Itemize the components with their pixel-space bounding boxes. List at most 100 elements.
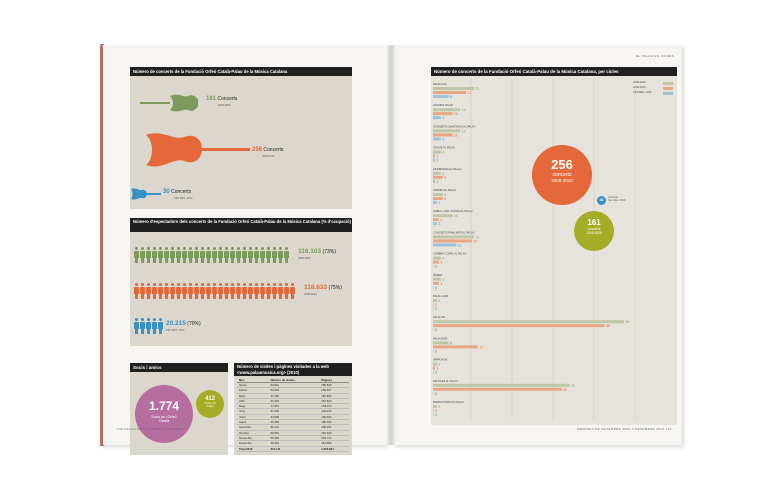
category-label: ESCOLES AL PALAU xyxy=(433,379,458,383)
bar-SET-DES. 2010 xyxy=(433,158,435,162)
table-row: Juny 37.530 133.122 xyxy=(237,408,349,415)
table-cell: Desembre xyxy=(237,440,269,447)
person-icon xyxy=(212,247,217,263)
bubble-2009-label: concerts xyxy=(552,172,572,178)
table-cell: Gener xyxy=(237,382,269,389)
bar-2008-2009 xyxy=(433,277,441,281)
bar-2009-2010 xyxy=(433,409,434,412)
bar-2008-2009 xyxy=(433,171,441,175)
person-icon xyxy=(284,247,289,263)
legend-2010: SET-DES. 2010 xyxy=(633,91,652,94)
table-cell: Maig xyxy=(237,403,269,410)
person-icon xyxy=(152,318,157,334)
table-row: Novembre 56.399 349.742 xyxy=(237,435,349,442)
bar-value-label: 4 xyxy=(442,257,444,261)
category-label: PALAU JAZZ xyxy=(433,294,449,298)
person-icon xyxy=(164,247,169,263)
table-cell: 351.583 xyxy=(319,440,349,447)
concerts-2008-period: 2008-2009 xyxy=(218,104,231,107)
category-label: PALAU 100 xyxy=(433,82,447,86)
bar-value-label: 4 xyxy=(442,116,444,120)
bar-2008-2009 xyxy=(433,256,441,260)
bar-2008-2009 xyxy=(433,129,461,133)
person-icon xyxy=(194,283,199,299)
person-icon xyxy=(158,318,163,334)
person-icon xyxy=(230,283,235,299)
category-label: PALAUKIDS xyxy=(433,336,448,340)
socis-value: 1.774 xyxy=(148,399,180,413)
spectators-panel-title: Número d'espectadors dels concerts de la… xyxy=(130,218,352,232)
bar-value-label: 66 xyxy=(563,388,567,392)
bar-SET-DES. 2010 xyxy=(433,179,435,183)
legend-2009: 2009-2010 xyxy=(633,86,646,89)
page-edge xyxy=(100,44,104,446)
bubble-2008-label: concerts xyxy=(587,227,601,231)
category-label: COBLA, COR I DANSA AL PALAU xyxy=(433,209,473,213)
bar-SET-DES. 2010 xyxy=(433,95,449,98)
bubble-2008-period: 2008-2009 xyxy=(586,231,602,235)
table-cell: Setembre xyxy=(237,424,269,431)
bar-SET-DES. 2010 xyxy=(433,391,434,395)
table-row: Gener 59.801 295.833 xyxy=(237,382,349,389)
bar-value-label: 3 xyxy=(440,261,442,265)
table-row: Febrer 52.929 259.507 xyxy=(237,387,349,394)
concerts-2009-value: 256 xyxy=(252,147,263,153)
person-icon xyxy=(230,247,235,263)
bar-value-label: 0 xyxy=(435,371,437,375)
person-icon xyxy=(164,283,169,299)
table-cell: Agost xyxy=(237,419,269,426)
bar-2009-2010 xyxy=(433,112,453,116)
table-cell: Abril xyxy=(237,398,269,405)
person-icon xyxy=(290,283,295,299)
spine-shadow xyxy=(386,45,396,445)
table-row: Setembre 56.141 298.119 xyxy=(237,424,349,431)
bar-2009-2010 xyxy=(433,366,435,370)
bar-2008-2009 xyxy=(433,320,625,324)
category-label: CAMBRA CORAL AL PALAU xyxy=(433,252,466,256)
table-cell: 183.825 xyxy=(319,393,349,399)
visits-column-header: Pàgines xyxy=(319,378,349,383)
bar-value-label: 2 xyxy=(438,299,440,303)
bar-SET-DES. 2010 xyxy=(433,243,457,247)
table-cell: Juliol xyxy=(237,414,269,421)
concerts-2008-label: Concerts xyxy=(217,96,238,102)
bar-2009-2010 xyxy=(433,175,443,179)
legend: 2008-2009 2009-2010 SET-DES. 2010 xyxy=(633,81,675,96)
person-icon xyxy=(224,283,229,299)
socis-label: Socis de l'Orfeó Català xyxy=(151,415,177,423)
bar-2009-2010 xyxy=(433,303,434,306)
right-page: EL PALAU EN XIFRES Número de concerts de… xyxy=(392,45,682,445)
bar-value-label: 8 xyxy=(450,95,452,99)
person-icon xyxy=(158,283,163,299)
table-cell: 298.119 xyxy=(319,424,349,431)
table-cell: Octubre xyxy=(237,430,269,436)
person-icon xyxy=(170,283,175,299)
table-cell: Març xyxy=(237,393,269,399)
person-icon xyxy=(176,247,181,263)
person-icon xyxy=(236,247,241,263)
bar-2008-2009 xyxy=(433,299,437,302)
category-label: PALAU 50 xyxy=(433,315,445,319)
person-icon xyxy=(284,283,289,299)
person-icon xyxy=(206,283,211,299)
running-header: EL PALAU EN XIFRES xyxy=(636,54,674,58)
person-icon xyxy=(146,283,151,299)
person-icon xyxy=(134,283,139,299)
bar-value-label: 3 xyxy=(440,218,442,222)
members-panel: Socis i amics 1.774 Socis de l'Orfeó Cat… xyxy=(130,363,228,455)
person-icon xyxy=(242,247,247,263)
person-icon xyxy=(260,283,265,299)
bar-value-label: 5 xyxy=(444,197,446,201)
person-icon xyxy=(242,283,247,299)
bubble-2009: 256 concerts 2009-2010 xyxy=(532,145,592,205)
bar-2008-2009 xyxy=(433,362,437,366)
bar-SET-DES. 2010 xyxy=(433,328,434,332)
concerts-panel: Número de concerts de la Fundació Orfeó … xyxy=(130,67,352,209)
person-icon xyxy=(254,247,259,263)
person-icon xyxy=(212,283,217,299)
table-cell: 4.260.904 xyxy=(319,446,349,452)
bar-value-label: 21 xyxy=(475,87,479,91)
table-cell: 48.304 xyxy=(268,440,320,447)
concerts-2009-label: Concerts xyxy=(263,147,284,153)
table-cell: Juny xyxy=(237,408,269,415)
